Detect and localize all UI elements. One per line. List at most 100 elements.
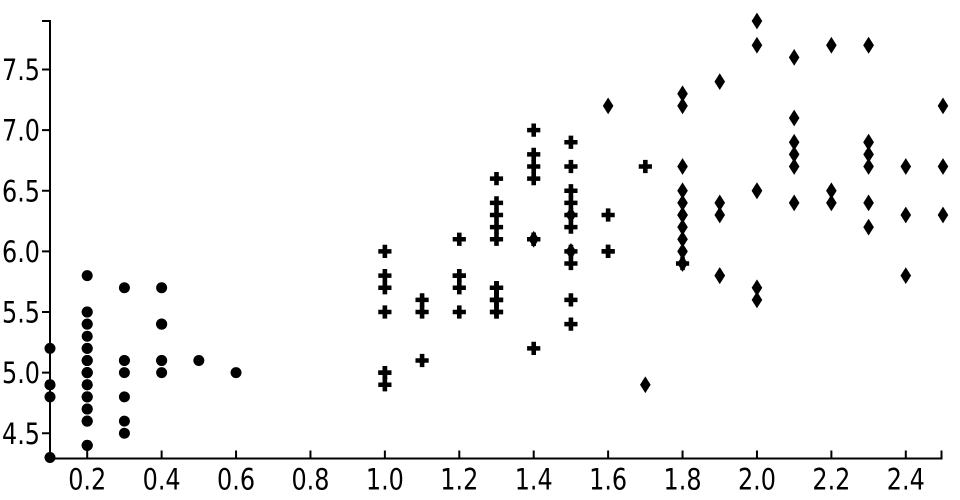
circle-marker	[156, 355, 168, 366]
diamond-marker	[677, 242, 688, 260]
diamond-marker	[900, 267, 912, 285]
diamond-marker	[677, 230, 688, 248]
plus-marker	[378, 269, 392, 283]
diamond-marker	[788, 48, 800, 66]
plus-marker	[601, 208, 615, 222]
diamond-marker	[900, 206, 912, 224]
plus-marker	[378, 366, 392, 380]
y-tick-label: 7.0	[2, 114, 40, 148]
diamond-marker	[826, 36, 837, 54]
diamond-marker	[751, 291, 763, 309]
diamond-marker	[788, 109, 800, 127]
diamond-marker	[788, 158, 800, 175]
series-diamond	[528, 12, 949, 394]
plus-marker	[489, 305, 504, 319]
series-circle	[44, 270, 242, 463]
plus-marker	[452, 269, 466, 283]
plus-marker	[489, 172, 504, 186]
diamond-marker	[565, 206, 577, 224]
diamond-marker	[788, 133, 800, 151]
circle-marker	[118, 391, 130, 403]
plus-marker	[452, 232, 466, 246]
plus-marker	[378, 244, 392, 258]
circle-marker	[118, 355, 130, 366]
plus-marker	[489, 293, 504, 307]
plus-marker	[527, 147, 541, 161]
diamond-marker	[863, 194, 874, 212]
plus-marker	[415, 293, 429, 307]
plus-marker	[378, 305, 392, 319]
circle-marker	[118, 367, 130, 379]
diamond-marker	[751, 36, 763, 54]
y-tick-label: 6.0	[2, 235, 40, 269]
diamond-marker	[677, 206, 688, 224]
diamond-marker	[528, 230, 540, 248]
diamond-marker	[677, 194, 688, 212]
diamond-marker	[788, 145, 800, 163]
y-tick-label: 7.5	[2, 53, 40, 87]
x-tick-label: 2.2	[812, 463, 850, 497]
diamond-marker	[863, 133, 874, 151]
plus-marker	[638, 159, 652, 174]
circle-marker	[118, 415, 130, 427]
x-tick-label: 0.6	[217, 463, 255, 497]
circle-marker	[81, 391, 93, 403]
plus-marker	[415, 305, 429, 319]
diamond-marker	[714, 206, 726, 224]
circle-marker	[81, 439, 93, 451]
diamond-marker	[677, 97, 688, 115]
x-tick-label: 1.8	[664, 463, 702, 497]
diamond-marker	[788, 194, 800, 212]
circle-marker	[118, 427, 130, 439]
tick-labels: 0.2 0.4 0.6 0.8 1.0 1.2 1.4 1.6 1.8 2.0 2.2 2.4 4.5 5…	[2, 53, 925, 497]
plus-marker	[452, 281, 466, 295]
plus-marker	[415, 353, 429, 368]
diamond-marker	[677, 255, 688, 272]
diamond-marker	[677, 85, 688, 103]
x-tick-label: 0.4	[143, 463, 181, 497]
plus-marker	[527, 123, 541, 137]
y-tick-label: 4.5	[2, 417, 40, 451]
x-tick-label: 1.4	[515, 463, 553, 497]
y-tick-label: 5.0	[2, 356, 40, 390]
plus-marker	[452, 305, 466, 319]
diamond-marker	[565, 242, 577, 260]
diamond-marker	[826, 182, 837, 200]
diamond-marker	[937, 97, 949, 115]
plus-marker	[527, 172, 541, 186]
circle-marker	[81, 415, 93, 427]
x-tick-label: 1.2	[440, 463, 478, 497]
circle-marker	[81, 379, 93, 391]
plus-marker	[378, 378, 392, 392]
x-tick-label: 1.0	[366, 463, 404, 497]
circle-marker	[44, 391, 56, 403]
circle-marker	[81, 367, 93, 379]
plus-marker	[489, 281, 504, 295]
plus-marker	[564, 135, 578, 149]
diamond-marker	[602, 97, 614, 115]
diamond-marker	[900, 158, 912, 175]
diamond-marker	[863, 145, 874, 163]
circle-marker	[81, 342, 93, 354]
diamond-marker	[826, 194, 837, 212]
diamond-marker	[863, 36, 874, 54]
diamond-marker	[677, 158, 688, 175]
x-tick-label: 1.6	[589, 463, 627, 497]
diamond-marker	[751, 12, 763, 30]
circle-marker	[81, 306, 93, 318]
diamond-marker	[937, 206, 949, 224]
circle-marker	[81, 270, 93, 282]
diamond-marker	[863, 158, 874, 175]
plus-marker	[564, 184, 578, 198]
circle-marker	[230, 367, 242, 379]
x-tick-label: 0.2	[68, 463, 106, 497]
plus-marker	[489, 208, 504, 222]
diamond-marker	[640, 376, 651, 394]
plus-marker	[564, 317, 578, 331]
circle-marker	[81, 403, 93, 415]
circle-marker	[156, 318, 168, 330]
plus-marker	[527, 159, 541, 174]
circle-marker	[156, 282, 168, 294]
plus-marker	[489, 196, 504, 210]
